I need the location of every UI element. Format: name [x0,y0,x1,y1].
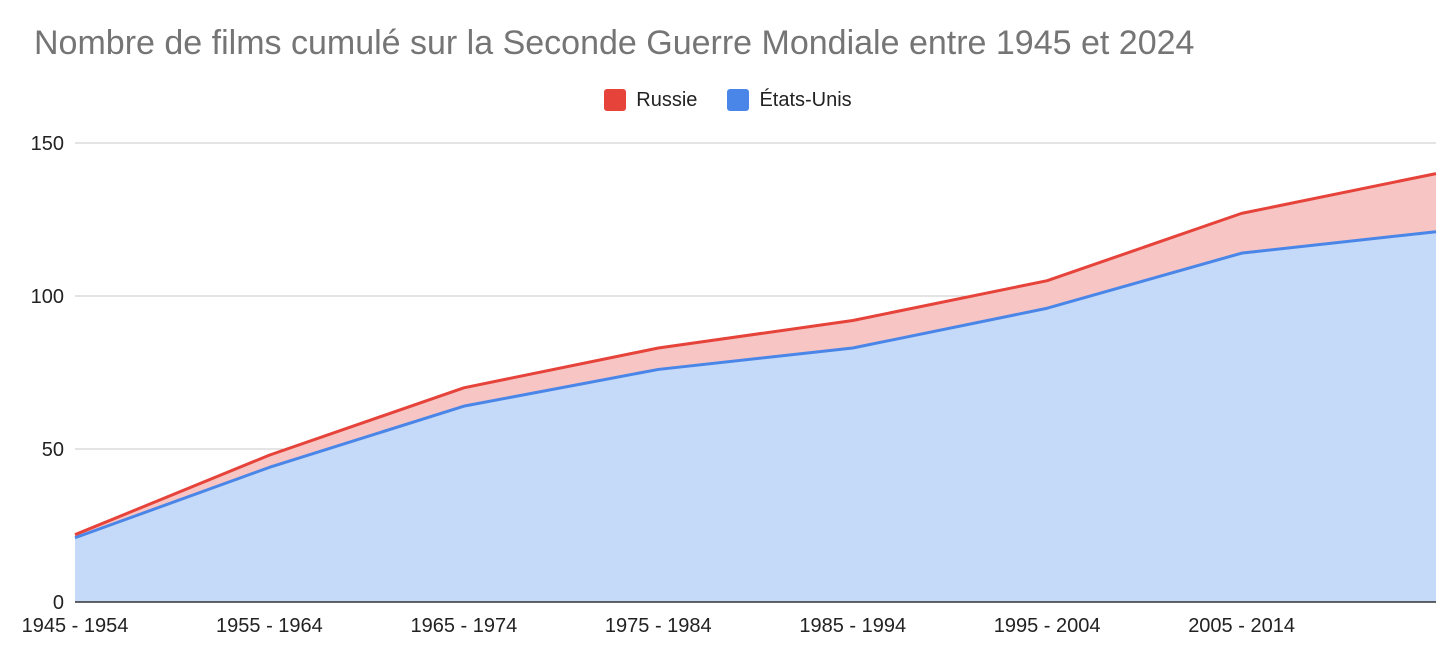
x-tick-label-5: 1995 - 2004 [994,615,1101,637]
legend-label-russie: Russie [636,88,698,111]
x-tick-label-1: 1955 - 1964 [216,615,323,637]
legend-item-russie[interactable]: Russie [604,89,697,112]
chart-title: Nombre de films cumulé sur la Seconde Gu… [34,24,1195,62]
x-tick-label-3: 1975 - 1984 [605,615,712,637]
x-tick-label-0: 1945 - 1954 [22,615,129,637]
y-tick-label-0: 0 [53,592,64,614]
line-series [74,172,1437,540]
legend-label-etats-unis: États-Unis [759,88,852,111]
x-tick-label-4: 1985 - 1994 [799,615,906,637]
legend-swatch-russie [604,89,627,111]
y-tick-label-150: 150 [31,133,64,155]
legend-item-etats-unis[interactable]: États-Unis [727,88,852,112]
y-tick-label-50: 50 [42,439,64,461]
x-tick-label-2: 1965 - 1974 [410,615,517,637]
legend: Russie États-Unis [0,86,1456,114]
line-etats-unis [74,230,1437,540]
y-tick-label-100: 100 [31,286,64,308]
x-tick-label-6: 2005 - 2014 [1188,615,1295,637]
data-points [74,173,1437,538]
area-etats-unis [75,231,1436,603]
area-series [75,173,1436,603]
y-tick-labels: 0 50 100 150 [31,133,64,614]
legend-swatch-etats-unis [727,89,750,111]
line-russie [74,172,1437,537]
x-tick-labels: 1945 - 1954 1955 - 1964 1965 - 1974 1975 - … [22,615,1295,637]
